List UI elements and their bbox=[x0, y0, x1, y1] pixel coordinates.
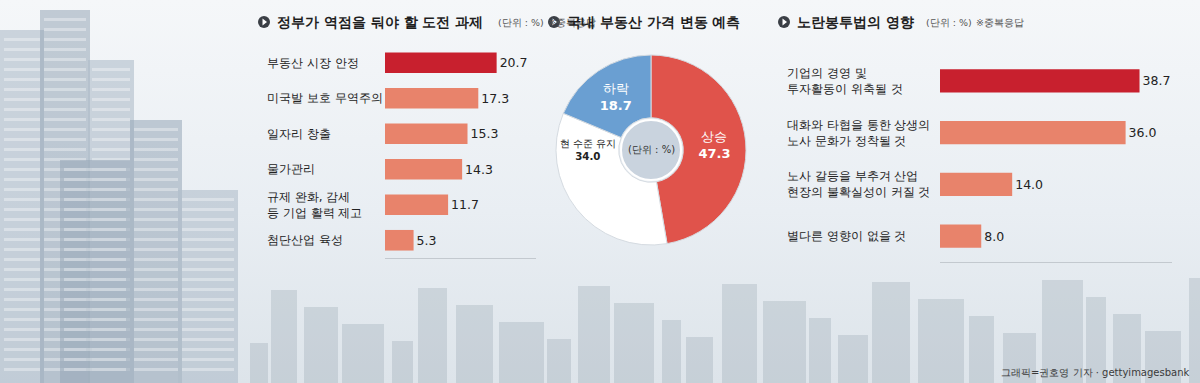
svg-text:규제 완화, 감세등 기업 활력 제고: 규제 완화, 감세등 기업 활력 제고 bbox=[267, 190, 362, 220]
svg-text:현 수준 유지34.0: 현 수준 유지34.0 bbox=[560, 137, 617, 162]
svg-text:상승47.3: 상승47.3 bbox=[698, 129, 730, 161]
svg-text:노사 갈등을 부추겨 산업현장의 불확실성이 커질 것: 노사 갈등을 부추겨 산업현장의 불확실성이 커질 것 bbox=[787, 169, 930, 199]
svg-text:부동산 시장 안정: 부동산 시장 안정 bbox=[267, 56, 359, 70]
svg-text:38.7: 38.7 bbox=[1143, 73, 1171, 88]
svg-text:36.0: 36.0 bbox=[1129, 125, 1157, 140]
svg-text:(단위 : %): (단위 : %) bbox=[628, 144, 675, 155]
svg-text:20.7: 20.7 bbox=[500, 55, 528, 70]
svg-text:(단위 : %): (단위 : %) bbox=[926, 17, 972, 28]
svg-text:15.3: 15.3 bbox=[471, 126, 499, 141]
svg-text:국내 부동산 가격 변동 예측: 국내 부동산 가격 변동 예측 bbox=[567, 14, 741, 30]
svg-text:※중복응답: ※중복응답 bbox=[976, 17, 1024, 28]
svg-text:5.3: 5.3 bbox=[417, 233, 437, 248]
svg-text:하락18.7: 하락18.7 bbox=[600, 81, 632, 113]
svg-text:정부가 역점을 둬야 할 도전 과제: 정부가 역점을 둬야 할 도전 과제 bbox=[277, 14, 483, 30]
svg-text:미국발 보호 무역주의: 미국발 보호 무역주의 bbox=[267, 91, 383, 105]
svg-text:노란봉투법의 영향: 노란봉투법의 영향 bbox=[797, 14, 914, 30]
svg-text:14.3: 14.3 bbox=[465, 162, 493, 177]
svg-text:일자리 창출: 일자리 창출 bbox=[267, 127, 331, 141]
svg-text:별다른 영향이 없을 것: 별다른 영향이 없을 것 bbox=[787, 229, 906, 243]
svg-text:14.0: 14.0 bbox=[1015, 177, 1043, 192]
svg-text:11.7: 11.7 bbox=[451, 197, 479, 212]
svg-text:(단위 : %): (단위 : %) bbox=[498, 17, 544, 28]
svg-text:물가관리: 물가관리 bbox=[267, 162, 315, 176]
svg-text:8.0: 8.0 bbox=[984, 229, 1004, 244]
svg-text:그래픽=권호영 기자 · gettyimagesbank: 그래픽=권호영 기자 · gettyimagesbank bbox=[1001, 367, 1190, 378]
svg-text:대화와 타협을 통한 상생의노사 문화가 정착될 것: 대화와 타협을 통한 상생의노사 문화가 정착될 것 bbox=[787, 118, 930, 148]
svg-text:※중복응답: ※중복응답 bbox=[548, 17, 596, 28]
svg-text:17.3: 17.3 bbox=[481, 91, 509, 106]
svg-text:기업의 경영 및투자활동이 위축될 것: 기업의 경영 및투자활동이 위축될 것 bbox=[787, 66, 903, 96]
svg-text:첨단산업 육성: 첨단산업 육성 bbox=[267, 233, 343, 247]
